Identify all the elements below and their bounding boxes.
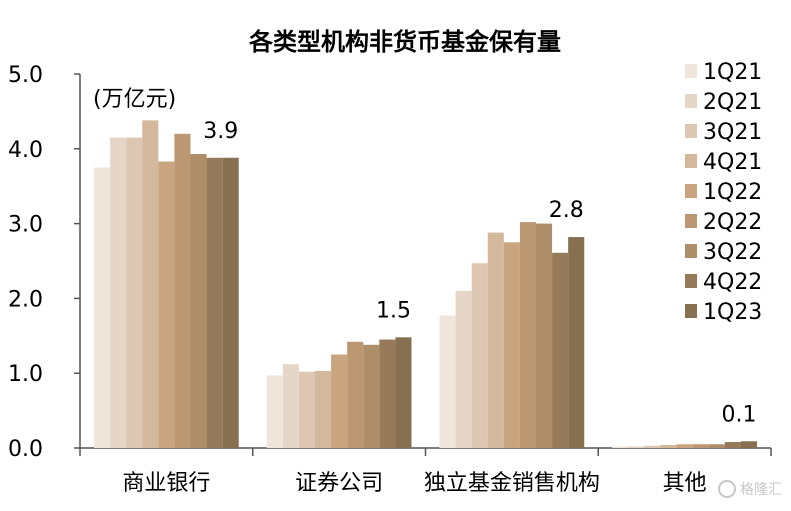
bar-4q22	[379, 339, 396, 448]
y-tick-label: 3.0	[8, 213, 43, 238]
bar-1q22	[503, 242, 520, 448]
y-tick-label: 4.0	[8, 138, 43, 163]
y-tick-label: 5.0	[8, 63, 43, 88]
bar-3q22	[190, 154, 207, 449]
bar-4q21	[315, 370, 332, 448]
bar-4q22	[206, 157, 223, 448]
bar-3q22	[536, 223, 553, 448]
bar-1q23	[395, 337, 412, 448]
legend-swatch	[685, 274, 697, 288]
bar-3q22	[363, 344, 380, 448]
x-axis: 商业银行 证券公司 独立基金销售机构 其他	[79, 447, 772, 496]
legend-label: 1Q22	[703, 180, 762, 205]
bar-4q22	[552, 252, 569, 448]
bar-3q22	[708, 444, 725, 448]
bars	[94, 120, 757, 449]
data-label: 0.1	[721, 402, 756, 427]
legend-swatch	[685, 304, 697, 318]
legend-swatch	[685, 214, 697, 228]
bar-1q21	[94, 167, 111, 448]
legend-swatch	[685, 94, 697, 108]
legend-label: 1Q23	[703, 300, 762, 325]
data-label: 2.8	[549, 198, 584, 223]
unit-label: (万亿元)	[93, 87, 176, 112]
x-category-label: 商业银行	[122, 471, 210, 496]
legend-swatch	[685, 184, 697, 198]
bar-3q21	[126, 137, 143, 448]
legend-swatch	[685, 244, 697, 258]
legend-swatch	[685, 154, 697, 168]
bar-3q21	[471, 263, 488, 448]
bar-1q22	[331, 354, 348, 448]
legend: 1Q21 2Q21 3Q21 4Q21 1Q22 2Q22 3Q22 4Q22 1Q23	[685, 60, 762, 325]
legend-swatch	[685, 64, 697, 78]
legend-label: 3Q22	[703, 240, 762, 265]
data-label: 1.5	[376, 298, 411, 323]
data-label: 3.9	[203, 119, 238, 144]
legend-swatch	[685, 124, 697, 138]
bar-2q21	[628, 446, 645, 448]
y-tick-label: 2.0	[8, 287, 43, 312]
legend-label: 4Q21	[703, 150, 762, 175]
bar-4q22	[724, 442, 741, 448]
bar-1q23	[740, 441, 757, 448]
watermark: 格隆汇	[718, 480, 782, 498]
legend-label: 2Q22	[703, 210, 762, 235]
x-category-label: 独立基金销售机构	[424, 471, 600, 496]
bar-2q22	[692, 444, 709, 448]
bar-2q22	[347, 341, 364, 448]
bar-2q22	[519, 222, 536, 448]
x-category-label: 证券公司	[295, 471, 383, 496]
legend-label: 1Q21	[703, 60, 762, 85]
bar-1q23	[568, 237, 585, 448]
legend-label: 2Q21	[703, 90, 762, 115]
bar-4q21	[487, 232, 504, 448]
bar-1q23	[222, 157, 239, 448]
bar-1q22	[676, 444, 693, 448]
bar-2q21	[282, 364, 299, 448]
y-axis: 0.0 1.0 2.0 3.0 4.0 5.0	[8, 63, 81, 462]
bar-1q21	[612, 446, 629, 448]
bar-2q21	[110, 137, 127, 448]
chart-title: 各类型机构非货币基金保有量	[248, 28, 561, 56]
bar-1q21	[439, 315, 456, 448]
bar-4q21	[660, 445, 677, 448]
watermark-text: 格隆汇	[740, 482, 782, 498]
bar-3q21	[644, 445, 661, 448]
bar-2q22	[174, 133, 191, 448]
bar-4q21	[142, 120, 159, 448]
legend-label: 4Q22	[703, 270, 762, 295]
bar-2q21	[455, 290, 472, 448]
bar-1q21	[266, 375, 283, 448]
y-tick-label: 0.0	[8, 437, 43, 462]
legend-label: 3Q21	[703, 120, 762, 145]
watermark-logo-icon	[718, 480, 736, 498]
data-labels: 3.9 1.5 2.8 0.1	[203, 119, 756, 427]
x-category-label: 其他	[663, 471, 707, 496]
bar-1q22	[158, 161, 175, 448]
y-tick-label: 1.0	[8, 362, 43, 387]
bar-3q21	[298, 371, 315, 448]
